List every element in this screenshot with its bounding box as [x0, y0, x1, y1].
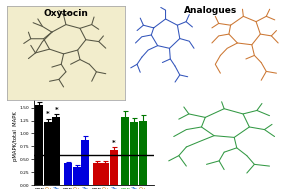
Bar [93, 163, 101, 185]
Bar [44, 122, 52, 185]
Text: *: * [46, 112, 50, 117]
Bar [73, 167, 81, 185]
Text: Oxytocin: Oxytocin [43, 9, 88, 18]
Bar [64, 163, 72, 185]
Bar [101, 163, 109, 185]
Y-axis label: pMAPK/total  MAPK: pMAPK/total MAPK [13, 111, 18, 161]
Bar [81, 140, 89, 185]
Bar [110, 150, 118, 185]
Text: *: * [54, 107, 58, 113]
Text: Analogues: Analogues [184, 6, 238, 15]
Bar [130, 122, 138, 185]
Bar [139, 121, 146, 185]
Bar [52, 117, 60, 185]
Bar [35, 105, 43, 185]
Text: *: * [112, 140, 116, 146]
Bar [121, 117, 130, 185]
